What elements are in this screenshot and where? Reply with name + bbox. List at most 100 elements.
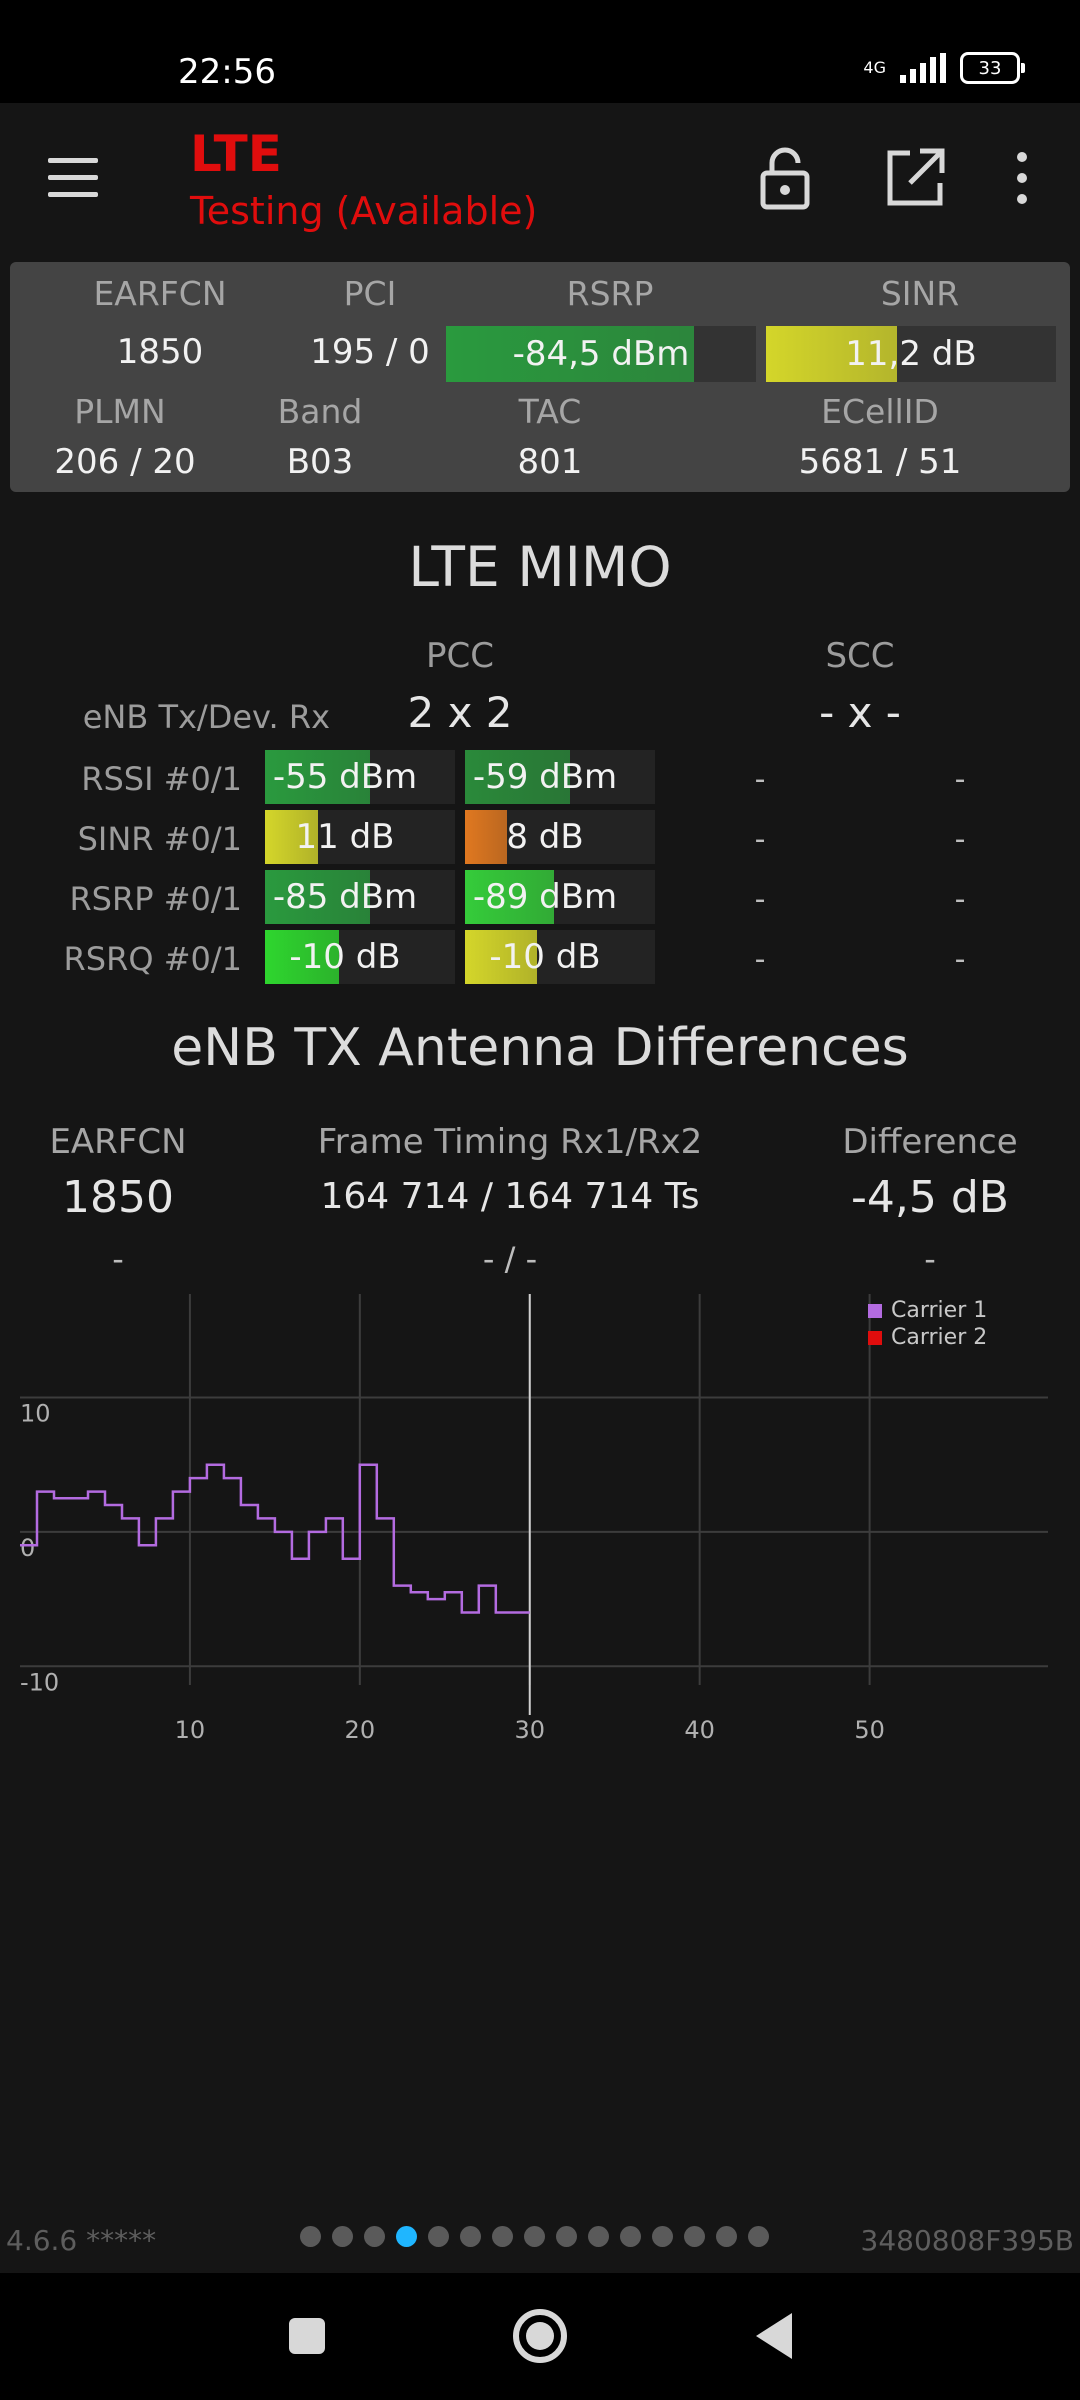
- rsrp-label: RSRP: [566, 274, 654, 313]
- mimo-bar-3-0: -10 dB: [265, 930, 455, 984]
- network-type-label: 4G: [863, 58, 886, 77]
- mimo-bar-2-1: -89 dBm: [465, 870, 655, 924]
- page-dot[interactable]: [716, 2226, 737, 2247]
- difference-value-2: -: [924, 1240, 936, 1278]
- serving-cell-panel: EARFCN PCI RSRP SINR 1850 195 / 0 -84,5 …: [10, 262, 1070, 492]
- legend-label: Carrier 1: [891, 1298, 987, 1323]
- more-options-icon[interactable]: [1000, 143, 1070, 213]
- scc-value: -: [754, 942, 766, 977]
- mimo-row-label: SINR #0/1: [77, 820, 242, 858]
- mimo-bar-fill: [265, 810, 318, 864]
- mimo-bar-3-1: -10 dB: [465, 930, 655, 984]
- mimo-title: LTE MIMO: [408, 535, 672, 599]
- system-nav-bar: [0, 2273, 1080, 2400]
- x-tick-label: 30: [514, 1716, 545, 1744]
- diff-earfcn-value: 1850: [62, 1172, 174, 1223]
- difference-value: -4,5 dB: [851, 1172, 1009, 1223]
- tx-rx-label: eNB Tx/Dev. Rx: [82, 698, 330, 736]
- page-dot[interactable]: [300, 2226, 321, 2247]
- page-dot[interactable]: [460, 2226, 481, 2247]
- sinr-bar: 11,2 dB: [766, 326, 1056, 382]
- mimo-bar-fill: [465, 750, 570, 804]
- page-dot[interactable]: [396, 2226, 417, 2247]
- page-dot[interactable]: [492, 2226, 513, 2247]
- mimo-bar-value: 8 dB: [506, 817, 584, 857]
- page-dot[interactable]: [428, 2226, 449, 2247]
- battery-icon: 33: [960, 52, 1025, 84]
- frame-timing-label: Frame Timing Rx1/Rx2: [317, 1122, 703, 1162]
- scc-label: SCC: [825, 636, 895, 676]
- earfcn-label: EARFCN: [93, 274, 227, 313]
- mimo-bar-fill: [265, 930, 339, 984]
- page-dot[interactable]: [620, 2226, 641, 2247]
- page-dot[interactable]: [652, 2226, 673, 2247]
- mimo-bar-fill: [265, 750, 370, 804]
- x-tick-label: 20: [345, 1716, 376, 1744]
- mimo-bar-value: -55 dBm: [272, 757, 418, 797]
- ecellid-value: 5681 / 51: [798, 442, 962, 482]
- menu-icon[interactable]: [48, 158, 98, 198]
- mimo-bar-value: -10 dB: [489, 937, 601, 977]
- mimo-bar-value: -85 dBm: [272, 877, 418, 917]
- page-dot[interactable]: [684, 2226, 705, 2247]
- mimo-bar-0-1: -59 dBm: [465, 750, 655, 804]
- series-line: [20, 1463, 530, 1614]
- page-dot[interactable]: [748, 2226, 769, 2247]
- mimo-bar-fill: [465, 870, 554, 924]
- page-dot[interactable]: [332, 2226, 353, 2247]
- sinr-bar-fill: [766, 326, 897, 382]
- difference-label: Difference: [842, 1122, 1018, 1162]
- mimo-bar-value: 11 dB: [295, 817, 395, 857]
- sinr-value: 11,2 dB: [845, 334, 977, 374]
- scc-value: -: [954, 942, 966, 977]
- mimo-bar-1-0: 11 dB: [265, 810, 455, 864]
- app-subtitle: Testing (Available): [190, 189, 538, 233]
- app-bar: LTE Testing (Available): [0, 103, 1080, 258]
- mimo-bar-0-0: -55 dBm: [265, 750, 455, 804]
- back-icon[interactable]: [740, 2301, 810, 2371]
- mimo-bar-2-0: -85 dBm: [265, 870, 455, 924]
- status-bar: 22:56 4G 33: [0, 0, 1080, 103]
- home-icon[interactable]: [505, 2301, 575, 2371]
- sinr-label: SINR: [880, 274, 960, 313]
- rsrp-bar-fill: [446, 326, 694, 382]
- page-dot[interactable]: [524, 2226, 545, 2247]
- status-icons: 4G 33: [863, 52, 1025, 84]
- y-tick-label: 0: [20, 1534, 35, 1562]
- diff-earfcn-value-2: -: [112, 1240, 124, 1278]
- diff-earfcn-label: EARFCN: [49, 1122, 187, 1162]
- open-external-icon[interactable]: [880, 143, 950, 213]
- pci-value: 195 / 0: [310, 332, 430, 372]
- page-indicator[interactable]: [300, 2226, 769, 2247]
- legend-label: Carrier 2: [891, 1325, 987, 1350]
- mimo-bar-value: -59 dBm: [472, 757, 618, 797]
- page-dot[interactable]: [556, 2226, 577, 2247]
- mimo-bar-fill: [265, 870, 370, 924]
- status-time: 22:56: [178, 52, 276, 92]
- pcc-config: 2 x 2: [407, 688, 513, 737]
- app-title: LTE: [190, 125, 282, 183]
- scc-value: -: [954, 822, 966, 857]
- y-tick-label: -10: [20, 1668, 59, 1696]
- rsrp-value: -84,5 dBm: [512, 334, 690, 374]
- scc-value: -: [754, 882, 766, 917]
- mimo-bar-value: -89 dBm: [472, 877, 618, 917]
- tac-value: 801: [517, 442, 583, 482]
- x-tick-label: 50: [854, 1716, 885, 1744]
- mimo-row-label: RSRQ #0/1: [63, 940, 242, 978]
- legend-marker: [868, 1331, 882, 1345]
- battery-level: 33: [978, 57, 1002, 79]
- mimo-bar-value: -10 dB: [289, 937, 401, 977]
- page-dot[interactable]: [364, 2226, 385, 2247]
- mimo-bar-1-1: 8 dB: [465, 810, 655, 864]
- app-version: 4.6.6 *****: [6, 2224, 157, 2257]
- scc-config: - x -: [819, 688, 901, 737]
- band-label: Band: [277, 392, 363, 431]
- page-dot[interactable]: [588, 2226, 609, 2247]
- ecellid-label: ECellID: [821, 392, 939, 431]
- scc-value: -: [754, 762, 766, 797]
- lock-icon[interactable]: [750, 143, 820, 213]
- recent-apps-icon[interactable]: [272, 2301, 342, 2371]
- plmn-label: PLMN: [74, 392, 166, 431]
